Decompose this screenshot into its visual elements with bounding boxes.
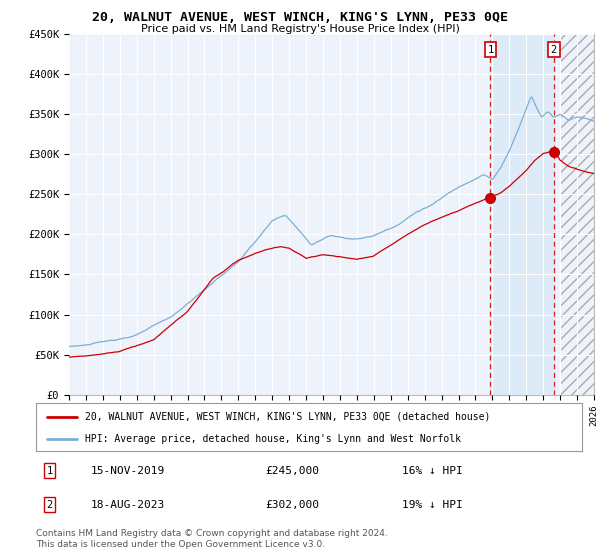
- Text: 19% ↓ HPI: 19% ↓ HPI: [402, 500, 463, 510]
- Text: £245,000: £245,000: [265, 465, 319, 475]
- Bar: [560, 34, 594, 395]
- Text: 20, WALNUT AVENUE, WEST WINCH, KING'S LYNN, PE33 0QE: 20, WALNUT AVENUE, WEST WINCH, KING'S LY…: [92, 11, 508, 24]
- Text: Price paid vs. HM Land Registry's House Price Index (HPI): Price paid vs. HM Land Registry's House …: [140, 24, 460, 34]
- Text: 2: 2: [47, 500, 53, 510]
- Text: 20, WALNUT AVENUE, WEST WINCH, KING'S LYNN, PE33 0QE (detached house): 20, WALNUT AVENUE, WEST WINCH, KING'S LY…: [85, 412, 491, 422]
- Bar: [560, 34, 594, 395]
- Text: 2: 2: [551, 45, 557, 55]
- Text: 16% ↓ HPI: 16% ↓ HPI: [402, 465, 463, 475]
- Text: HPI: Average price, detached house, King's Lynn and West Norfolk: HPI: Average price, detached house, King…: [85, 434, 461, 444]
- Text: 1: 1: [487, 45, 493, 55]
- Bar: [490, 34, 554, 395]
- Text: 1: 1: [47, 465, 53, 475]
- Text: 18-AUG-2023: 18-AUG-2023: [91, 500, 165, 510]
- Text: £302,000: £302,000: [265, 500, 319, 510]
- Text: 15-NOV-2019: 15-NOV-2019: [91, 465, 165, 475]
- Text: Contains HM Land Registry data © Crown copyright and database right 2024.
This d: Contains HM Land Registry data © Crown c…: [36, 529, 388, 549]
